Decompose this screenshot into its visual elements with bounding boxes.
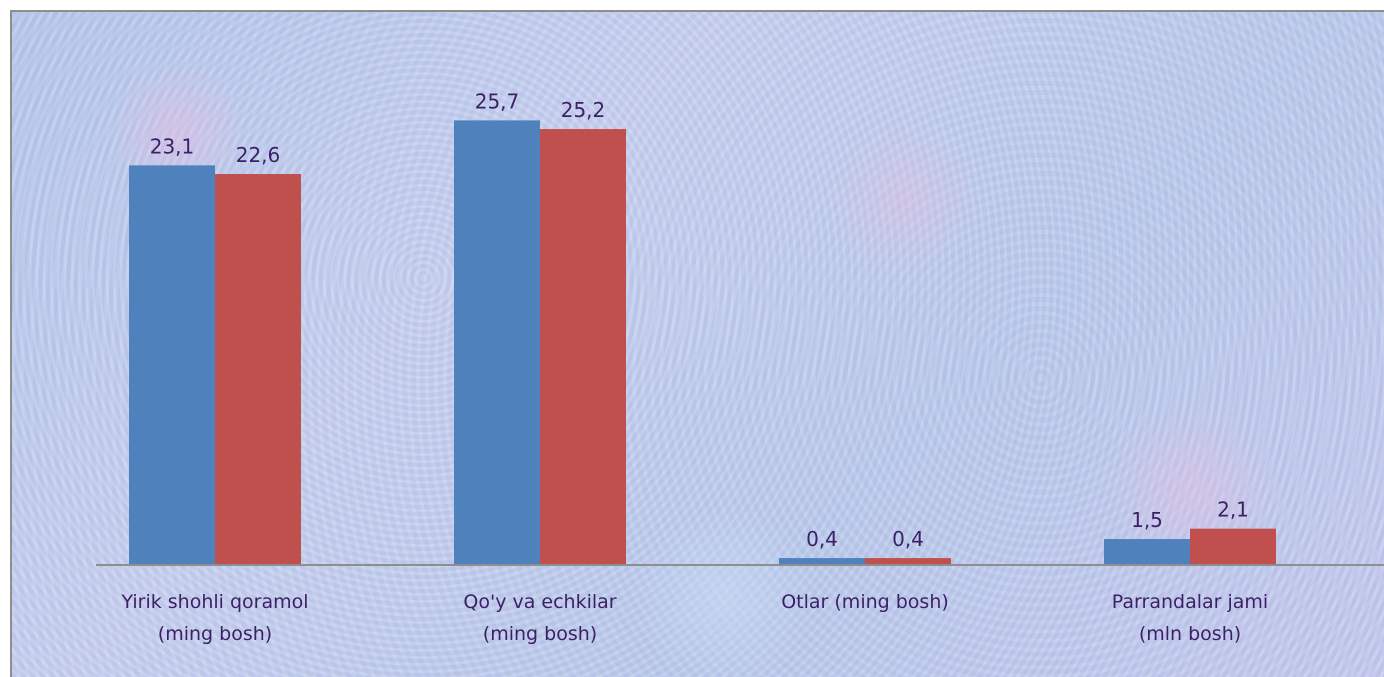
data-label-series1-cat3: 0,4 <box>806 527 838 551</box>
bar-chart: 23,1 22,6 Yirik shohli qoramol (ming bosh) 2… <box>96 89 1384 645</box>
bar-series1-cat4 <box>1104 539 1190 565</box>
data-label-series2-cat2: 25,2 <box>561 98 606 122</box>
data-label-series1-cat1: 23,1 <box>150 134 195 158</box>
data-label-series1-cat2: 25,7 <box>475 89 520 113</box>
category-label-1-line2: (ming bosh) <box>158 623 272 645</box>
bar-series1-cat2 <box>454 120 540 565</box>
bar-series2-cat1 <box>215 174 301 565</box>
bar-series2-cat4 <box>1190 528 1276 565</box>
data-label-series2-cat4: 2,1 <box>1217 498 1249 522</box>
bar-series1-cat1 <box>129 165 215 565</box>
category-label-3-line1: Otlar (ming bosh) <box>781 591 949 613</box>
bar-series2-cat3 <box>865 558 951 565</box>
category-label-2-line1: Qo'y va echkilar <box>463 591 616 613</box>
category-label-4-line1: Parrandalar jami <box>1112 591 1268 613</box>
category-label-2-line2: (ming bosh) <box>483 623 597 645</box>
bar-series1-cat3 <box>779 558 865 565</box>
category-label-4-line2: (mln bosh) <box>1139 623 1241 645</box>
category-label-1-line1: Yirik shohli qoramol <box>120 591 308 613</box>
data-label-series2-cat3: 0,4 <box>892 527 924 551</box>
bar-series2-cat2 <box>540 129 626 565</box>
data-label-series2-cat1: 22,6 <box>236 143 281 167</box>
data-label-series1-cat4: 1,5 <box>1131 508 1163 532</box>
chart-area: 23,1 22,6 Yirik shohli qoramol (ming bosh) 2… <box>10 10 1384 677</box>
